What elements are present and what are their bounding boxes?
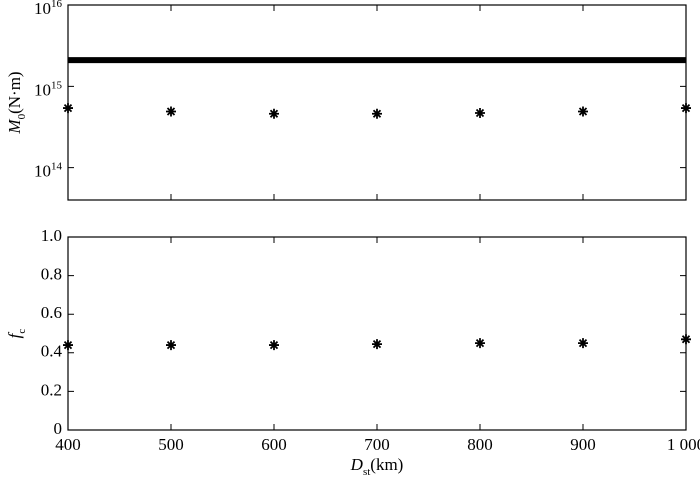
x-tick-label: 700 xyxy=(364,435,390,454)
star-marker xyxy=(63,103,73,114)
plot-frame xyxy=(67,4,687,201)
star-marker xyxy=(372,108,382,119)
y-tick-exp: 15 xyxy=(51,79,63,91)
star-marker xyxy=(578,106,588,117)
label-part: c xyxy=(16,329,28,334)
y-axis-label: fc xyxy=(5,329,28,339)
label-part: M xyxy=(5,119,24,135)
y-tick-base: 10 xyxy=(34,162,51,181)
x-tick-label: 600 xyxy=(261,435,287,454)
star-marker xyxy=(269,340,279,351)
x-tick-label: 1 000 xyxy=(667,435,700,454)
y-axis-label: M0(N·m) xyxy=(5,71,28,134)
y-tick-base: 10 xyxy=(34,80,51,99)
label-part: f xyxy=(5,331,24,338)
x-tick-label: 800 xyxy=(467,435,493,454)
star-marker xyxy=(166,340,176,351)
star-marker xyxy=(681,103,691,114)
x-tick-label: 400 xyxy=(55,435,81,454)
star-marker xyxy=(166,106,176,117)
star-marker xyxy=(372,339,382,350)
y-tick-label: 0.6 xyxy=(41,303,62,322)
y-tick-label: 0 xyxy=(54,419,63,438)
label-part: st xyxy=(363,466,370,478)
label-part: (N·m) xyxy=(5,71,24,113)
star-marker xyxy=(578,338,588,349)
star-marker xyxy=(269,108,279,119)
x-axis-label: Dst(km) xyxy=(350,455,404,478)
star-marker xyxy=(475,338,485,349)
y-tick-exp: 16 xyxy=(51,0,63,10)
plot-frame xyxy=(67,236,687,431)
x-tick-label: 900 xyxy=(570,435,596,454)
y-tick-label: 1.0 xyxy=(41,226,62,245)
y-tick-label: 1016 xyxy=(34,0,63,18)
y-tick-label: 0.8 xyxy=(41,265,62,284)
x-tick-label: 500 xyxy=(158,435,184,454)
y-tick-label: 1014 xyxy=(34,160,63,180)
y-tick-base: 10 xyxy=(34,0,51,18)
label-part: (km) xyxy=(370,455,403,474)
star-marker xyxy=(475,107,485,118)
y-tick-label: 0.4 xyxy=(41,342,63,361)
label-part: 0 xyxy=(16,113,28,119)
y-tick-label: 1015 xyxy=(34,79,63,99)
label-part: D xyxy=(350,455,364,474)
star-marker xyxy=(681,334,691,345)
star-marker xyxy=(63,340,73,351)
y-tick-label: 0.2 xyxy=(41,380,62,399)
y-tick-exp: 14 xyxy=(51,160,63,172)
